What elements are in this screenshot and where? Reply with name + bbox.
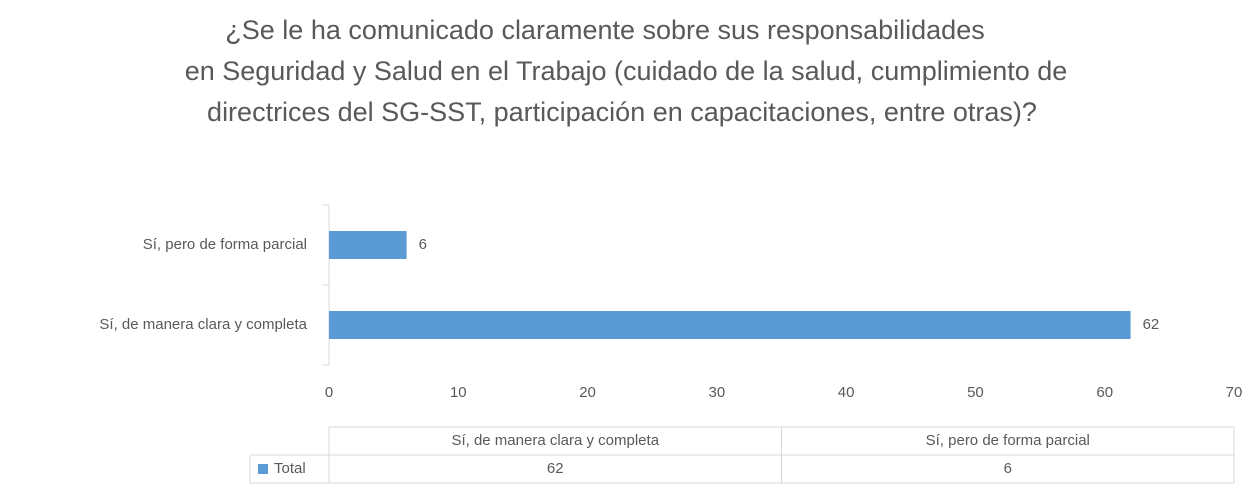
x-tick-label: 10 [450, 384, 467, 401]
chart-title: ¿Se le ha comunicado claramente sobre su… [225, 15, 984, 45]
y-tick-label: Sí, de manera clara y completa [99, 316, 307, 333]
chart-title: directrices del SG-SST, participación en… [207, 97, 1037, 127]
x-tick-label: 50 [967, 384, 984, 401]
x-tick-label: 60 [1096, 384, 1113, 401]
bar [329, 231, 407, 259]
legend-label: Total [274, 460, 306, 477]
x-tick-label: 70 [1226, 384, 1243, 401]
data-label: 6 [419, 236, 427, 253]
bar [329, 311, 1131, 339]
chart-title: en Seguridad y Salud en el Trabajo (cuid… [185, 56, 1068, 86]
legend-swatch [258, 464, 268, 474]
x-tick-label: 20 [579, 384, 596, 401]
x-tick-label: 40 [838, 384, 855, 401]
table-value: 6 [1004, 460, 1012, 477]
x-tick-label: 0 [325, 384, 333, 401]
table-header: Sí, pero de forma parcial [926, 432, 1090, 449]
data-label: 62 [1143, 316, 1160, 333]
table-value: 62 [547, 460, 564, 477]
x-tick-label: 30 [709, 384, 726, 401]
table-header: Sí, de manera clara y completa [451, 432, 659, 449]
y-tick-label: Sí, pero de forma parcial [143, 236, 307, 253]
